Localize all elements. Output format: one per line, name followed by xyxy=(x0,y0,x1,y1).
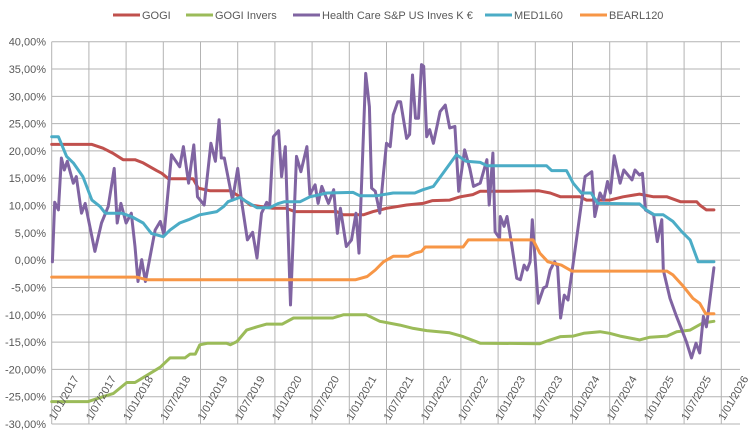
y-axis-tick-labels: 40,00% 35,00% 30,00% 25,00% 20,00% 15,00% 10,0… xyxy=(5,37,46,431)
y-tick-label: -5,00% xyxy=(11,282,46,294)
legend-label: BEARL120 xyxy=(609,10,663,22)
series-line-3 xyxy=(50,135,716,264)
y-tick-label: -30,00% xyxy=(5,419,46,431)
y-tick-label: 30,00% xyxy=(9,91,47,103)
y-tick-label: -25,00% xyxy=(5,392,46,404)
y-tick-label: 20,00% xyxy=(9,146,47,158)
series-lines xyxy=(50,63,716,404)
y-tick-label: 0,00% xyxy=(15,255,46,267)
y-tick-label: 5,00% xyxy=(15,228,46,240)
legend-label: GOGI xyxy=(142,10,171,22)
legend-label: MED1L60 xyxy=(514,10,563,22)
y-tick-label: -10,00% xyxy=(5,310,46,322)
series-line-2 xyxy=(50,63,716,360)
y-tick-label: 35,00% xyxy=(9,64,47,76)
y-tick-label: -20,00% xyxy=(5,364,46,376)
series-line-4 xyxy=(50,238,716,316)
series-line-0 xyxy=(50,142,716,217)
legend-label: GOGI Invers xyxy=(215,10,277,22)
y-tick-label: 40,00% xyxy=(9,37,47,49)
x-axis-tick-labels: 1/01/2017 1/07/2017 1/01/2018 1/07/2018 1/01… xyxy=(47,374,751,422)
y-tick-label: -15,00% xyxy=(5,337,46,349)
legend-label: Health Care S&P US Inves K € xyxy=(322,10,473,22)
y-tick-label: 25,00% xyxy=(9,119,47,131)
y-tick-label: 10,00% xyxy=(9,201,47,213)
y-tick-label: 15,00% xyxy=(9,173,47,185)
legend: GOGI GOGI Invers Health Care S&P US Inves … xyxy=(113,10,663,22)
series-line-1 xyxy=(50,313,716,404)
